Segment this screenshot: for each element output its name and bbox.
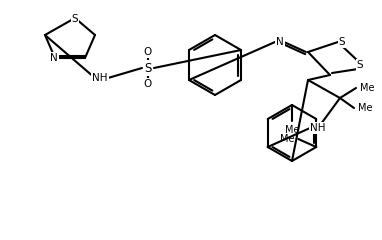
Text: O: O [144,47,152,57]
Text: NH: NH [310,123,326,133]
Text: O: O [144,79,152,89]
Text: N: N [50,53,58,63]
Text: NH: NH [92,73,108,83]
Text: S: S [339,37,345,47]
Text: Me: Me [360,83,374,93]
Text: S: S [144,61,152,74]
Text: S: S [72,14,78,24]
Text: N: N [276,37,284,47]
Text: Me: Me [280,134,294,144]
Text: Me: Me [285,125,299,135]
Text: Me: Me [358,103,372,113]
Text: S: S [357,60,363,70]
